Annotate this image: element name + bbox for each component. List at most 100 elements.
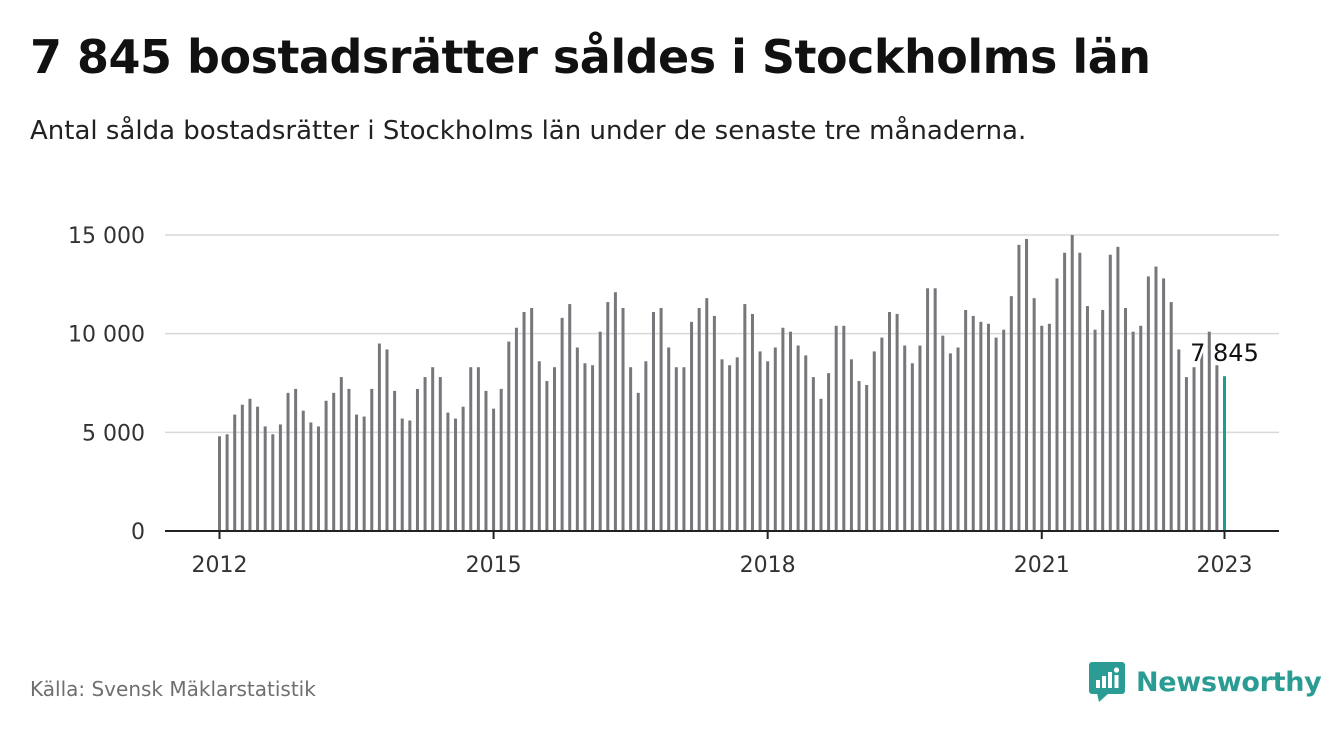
bar [568,304,572,531]
bar [286,392,290,531]
bar [218,436,221,531]
bar [880,337,884,531]
bar [857,381,861,531]
bar [240,404,244,531]
bar [507,341,511,531]
bar [560,317,564,531]
bar [461,406,465,531]
bar [530,308,534,531]
bar [933,288,937,531]
bar [1192,367,1196,531]
bar [1055,278,1059,531]
y-axis-ticks: 0 5 000 10 000 15 000 [68,224,145,545]
bar [248,398,252,531]
bar-highlight [1223,376,1226,531]
bar [347,388,351,531]
bar [720,359,724,531]
bar [918,345,922,531]
bar [598,331,602,531]
bar-chart-speech-bubble-icon [1089,662,1125,702]
y-tick-label: 15 000 [68,224,145,249]
data-label-halo: 7 845 [1190,339,1259,367]
bar [735,357,739,531]
bar [553,367,556,531]
bar [1085,306,1089,531]
bar [766,361,770,531]
bar [872,351,876,531]
bar [827,373,831,531]
bar [956,347,960,531]
bar [583,363,587,531]
bar [400,418,404,531]
bar [1078,252,1082,531]
bar [705,298,709,531]
bar [865,384,869,531]
bar [431,367,435,531]
bar [712,315,716,531]
bar [1070,235,1074,531]
bar [1124,308,1128,531]
bar [910,363,914,531]
bar [1047,323,1051,531]
bar [309,422,313,531]
bar [469,367,473,531]
bar [834,325,838,531]
bar [750,313,754,531]
source-note: Källa: Svensk Mäklarstatistik [30,677,316,701]
bar [1025,238,1029,532]
bar [301,410,305,531]
y-tick-label: 10 000 [68,323,145,348]
bar [362,416,366,531]
bar [408,420,412,531]
chart-title: 7 845 bostadsrätter såldes i Stockholms … [30,30,1151,84]
bar [355,414,359,531]
bar [796,345,800,531]
bar [1184,377,1188,531]
bar [1032,298,1036,531]
bar [537,361,541,531]
bar [903,345,907,531]
bar [1169,302,1173,531]
bar [674,367,678,531]
bar [682,367,686,531]
bar [697,308,701,531]
bar [256,406,260,531]
brand-logo: Newsworthy [1088,660,1322,704]
data-label: 7 845 [1190,339,1259,367]
bar [1108,254,1112,531]
bar [233,414,237,531]
bar [484,390,488,531]
bar [842,325,846,531]
bar [728,365,732,531]
brand-name: Newsworthy [1136,666,1322,698]
x-tick-label: 2021 [1014,553,1070,578]
bar [339,377,343,531]
bar [393,390,397,531]
bar [1146,276,1150,531]
bar [1101,309,1105,531]
bar [743,304,747,531]
bar [370,388,374,531]
x-tick-label: 2023 [1197,553,1253,578]
x-tick-label: 2018 [740,553,796,578]
bar [804,355,808,531]
bar [629,367,633,531]
bar [545,381,549,531]
bar [1139,325,1143,531]
bar [971,315,975,531]
bars [218,235,1226,532]
x-axis-ticks: 2012 2015 2018 2021 2023 [192,531,1253,578]
y-tick-label: 0 [131,520,145,545]
bar [781,327,785,531]
bar [1040,325,1044,531]
bar [278,424,282,531]
bar [1017,244,1021,531]
bar [454,418,458,531]
bar [476,367,480,531]
bar [690,321,694,531]
bar [492,408,496,531]
bar [941,335,945,531]
bar [994,337,998,531]
